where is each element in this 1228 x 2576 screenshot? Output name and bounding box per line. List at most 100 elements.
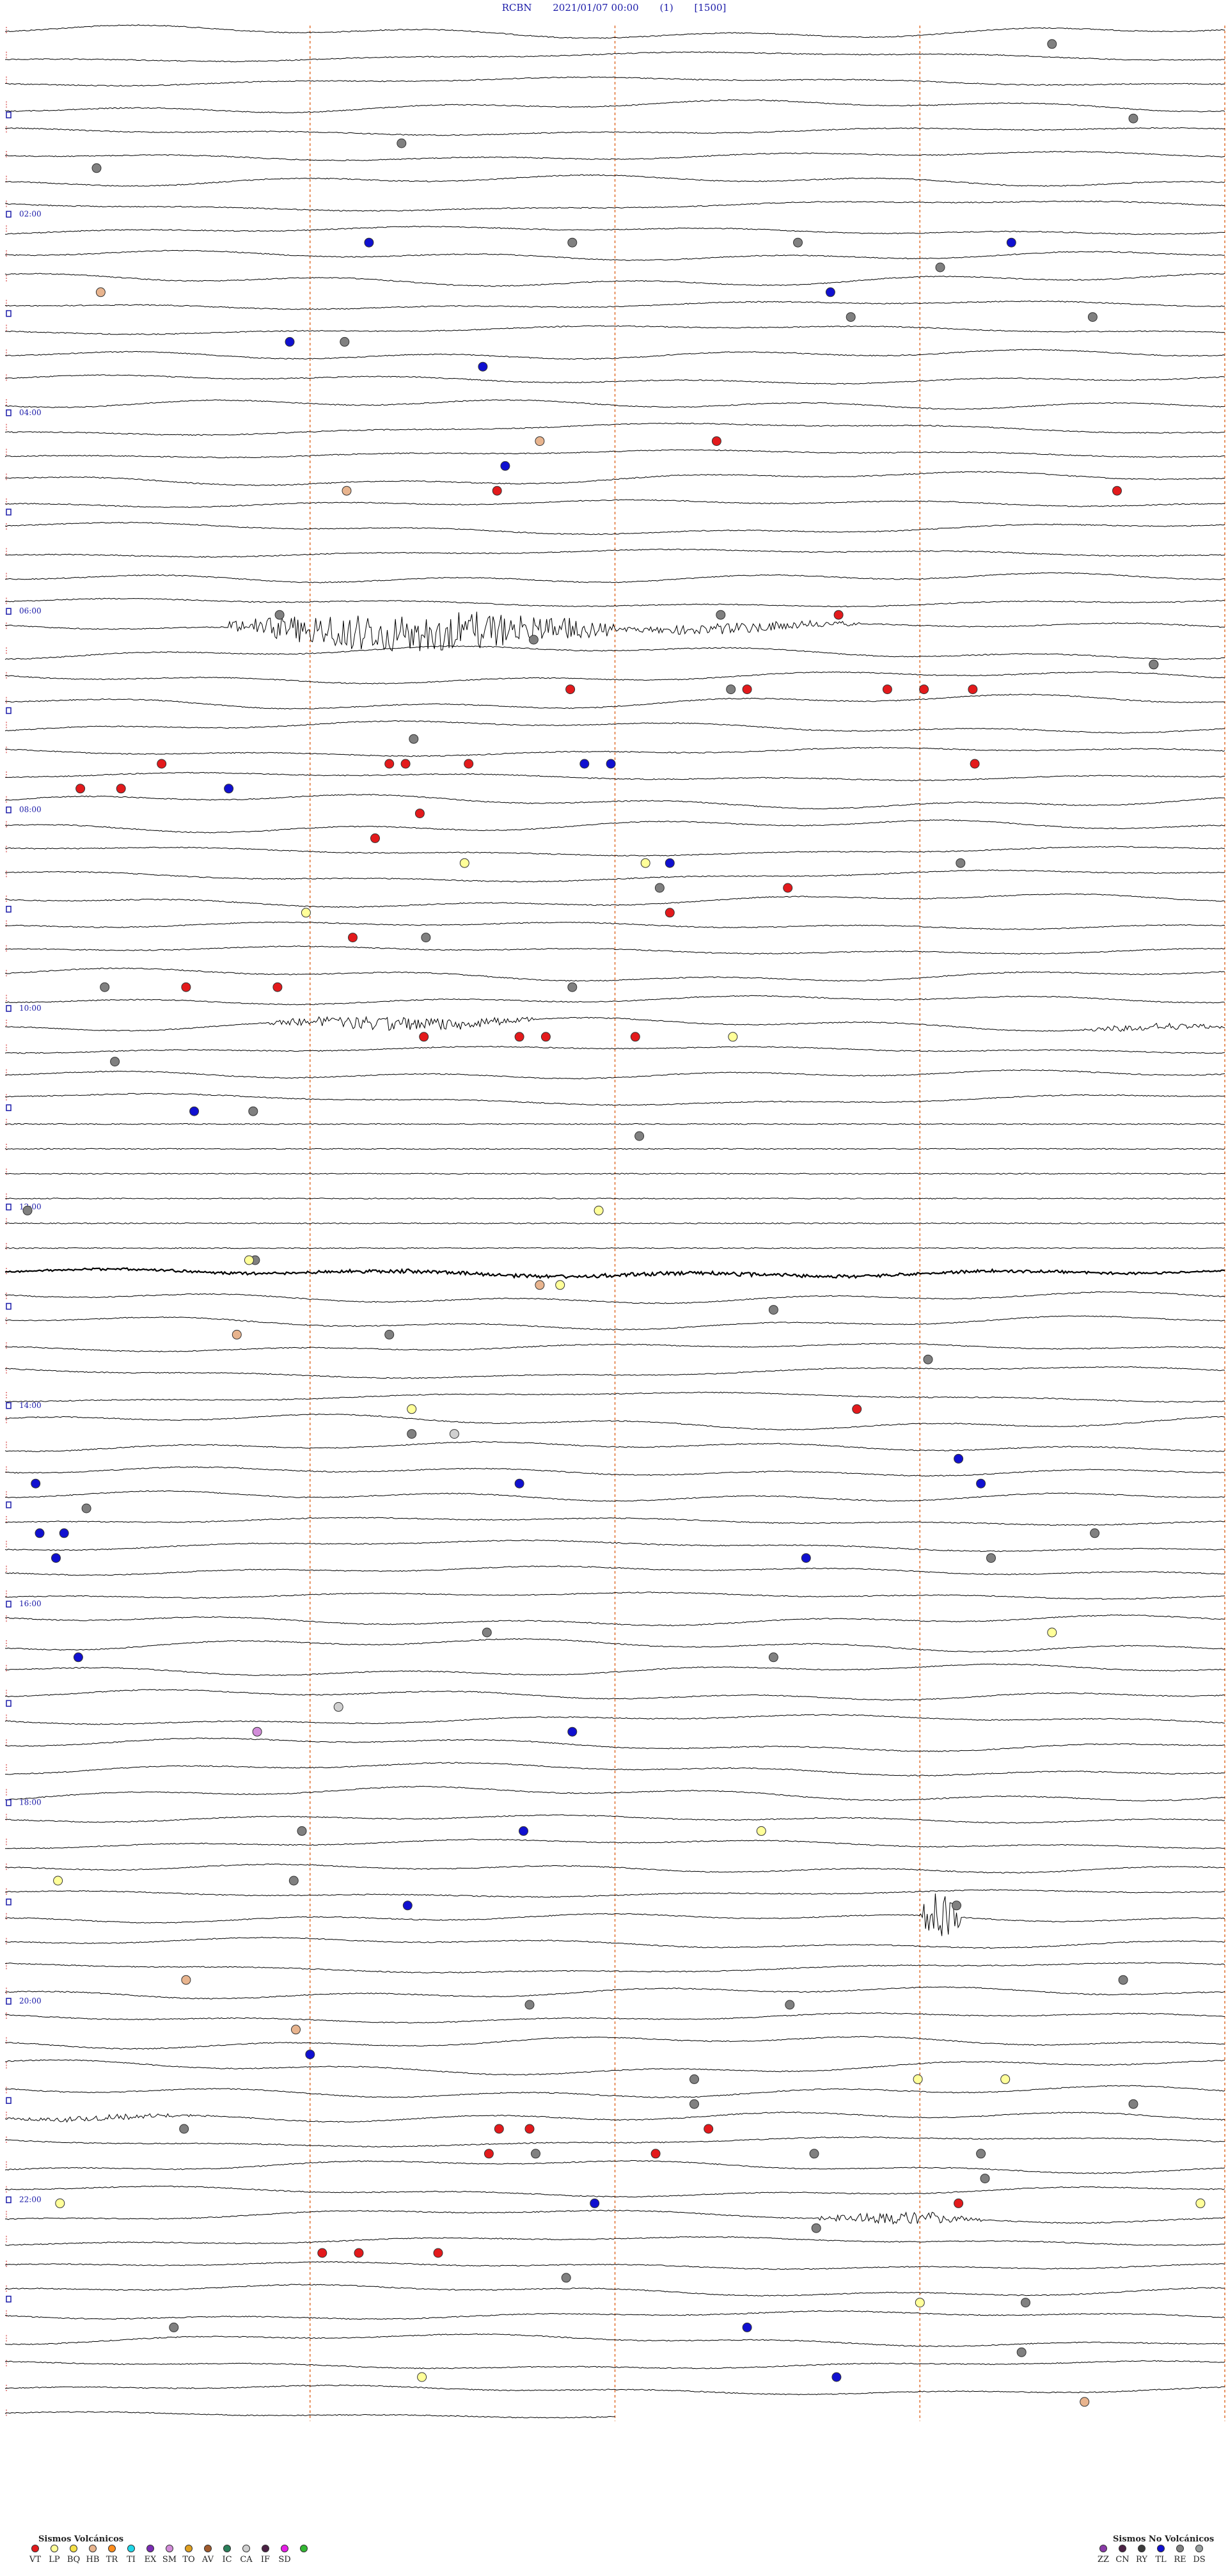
event-marker-hb[interactable]	[342, 486, 352, 496]
event-marker-tl[interactable]	[51, 1553, 61, 1563]
event-marker-re[interactable]	[1149, 660, 1159, 670]
event-marker-vt[interactable]	[484, 2149, 494, 2159]
event-marker-tl[interactable]	[579, 759, 590, 769]
event-marker-vt[interactable]	[1112, 486, 1122, 496]
event-marker-lp[interactable]	[244, 1255, 254, 1265]
event-marker-lp[interactable]	[1195, 2198, 1206, 2208]
event-marker-re[interactable]	[531, 2149, 540, 2159]
event-marker-re[interactable]	[110, 1057, 120, 1067]
event-marker-lp[interactable]	[55, 2198, 65, 2208]
event-marker-re[interactable]	[22, 1205, 33, 1215]
event-marker-vt[interactable]	[494, 2124, 504, 2134]
event-marker-tl[interactable]	[59, 1528, 69, 1538]
event-marker-vt[interactable]	[514, 1032, 524, 1042]
event-marker-re[interactable]	[811, 2223, 821, 2233]
event-marker-lp[interactable]	[407, 1404, 417, 1414]
event-marker-re[interactable]	[297, 1826, 307, 1836]
event-marker-tl[interactable]	[831, 2372, 842, 2382]
event-marker-tl[interactable]	[976, 1478, 986, 1489]
event-marker-re[interactable]	[952, 1900, 961, 1911]
event-marker-vt[interactable]	[317, 2248, 327, 2258]
event-marker-re[interactable]	[1128, 113, 1138, 123]
event-marker-re[interactable]	[935, 262, 945, 273]
event-marker-tl[interactable]	[1006, 237, 1016, 248]
event-marker-vt[interactable]	[630, 1032, 640, 1042]
event-marker-re[interactable]	[986, 1553, 996, 1563]
event-marker-re[interactable]	[524, 2000, 535, 2010]
event-marker-vt[interactable]	[116, 784, 126, 794]
event-marker-re[interactable]	[1090, 1528, 1100, 1538]
event-marker-vt[interactable]	[75, 784, 86, 794]
event-marker-tl[interactable]	[519, 1826, 528, 1836]
event-marker-hb[interactable]	[95, 287, 106, 297]
event-marker-tl[interactable]	[285, 336, 295, 347]
event-marker-re[interactable]	[274, 610, 285, 620]
event-marker-tl[interactable]	[590, 2198, 600, 2208]
event-marker-lp[interactable]	[459, 858, 469, 868]
event-marker-re[interactable]	[169, 2322, 179, 2332]
event-marker-tl[interactable]	[742, 2322, 752, 2332]
event-marker-ca[interactable]	[333, 1702, 343, 1712]
event-marker-re[interactable]	[482, 1627, 492, 1638]
event-marker-vt[interactable]	[540, 1032, 551, 1042]
event-marker-vt[interactable]	[419, 1032, 429, 1042]
event-marker-vt[interactable]	[954, 2198, 964, 2208]
event-marker-lp[interactable]	[555, 1280, 565, 1290]
event-marker-tl[interactable]	[305, 2050, 315, 2060]
event-marker-re[interactable]	[726, 684, 736, 695]
event-marker-lp[interactable]	[640, 858, 650, 868]
event-marker-re[interactable]	[1016, 2347, 1027, 2357]
event-marker-re[interactable]	[384, 1329, 395, 1339]
event-marker-re[interactable]	[785, 2000, 795, 2010]
event-marker-tl[interactable]	[35, 1528, 45, 1538]
event-marker-re[interactable]	[1087, 312, 1098, 322]
event-marker-tl[interactable]	[567, 1727, 578, 1737]
event-marker-lp[interactable]	[1047, 1627, 1057, 1638]
event-marker-re[interactable]	[567, 237, 578, 248]
event-marker-hb[interactable]	[1080, 2397, 1090, 2407]
event-marker-vt[interactable]	[384, 759, 395, 769]
event-marker-tl[interactable]	[31, 1478, 41, 1489]
event-marker-vt[interactable]	[354, 2248, 364, 2258]
event-marker-re[interactable]	[1118, 1975, 1128, 1985]
event-marker-vt[interactable]	[783, 883, 793, 893]
event-marker-re[interactable]	[179, 2124, 189, 2134]
event-marker-lp[interactable]	[728, 1032, 738, 1042]
event-marker-tl[interactable]	[402, 1900, 413, 1911]
event-marker-re[interactable]	[1128, 2099, 1138, 2109]
event-marker-re[interactable]	[768, 1305, 778, 1315]
event-marker-re[interactable]	[689, 2074, 699, 2084]
event-marker-vt[interactable]	[833, 610, 844, 620]
event-marker-tl[interactable]	[364, 237, 374, 248]
event-marker-tl[interactable]	[73, 1652, 83, 1663]
event-marker-vt[interactable]	[464, 759, 474, 769]
event-marker-vt[interactable]	[650, 2149, 661, 2159]
event-marker-lp[interactable]	[301, 908, 311, 918]
event-marker-re[interactable]	[923, 1354, 933, 1364]
event-marker-vt[interactable]	[181, 982, 191, 992]
event-marker-vt[interactable]	[742, 684, 752, 695]
event-marker-re[interactable]	[768, 1652, 778, 1663]
event-marker-vt[interactable]	[665, 908, 675, 918]
event-marker-re[interactable]	[340, 336, 350, 347]
event-marker-vt[interactable]	[400, 759, 411, 769]
event-marker-sm[interactable]	[252, 1727, 262, 1737]
event-marker-vt[interactable]	[711, 436, 721, 446]
event-marker-re[interactable]	[81, 1503, 91, 1513]
event-marker-tl[interactable]	[514, 1478, 524, 1489]
event-marker-re[interactable]	[561, 2273, 571, 2283]
event-marker-lp[interactable]	[417, 2372, 427, 2382]
event-marker-hb[interactable]	[181, 1975, 191, 1985]
event-marker-re[interactable]	[793, 237, 803, 248]
event-marker-re[interactable]	[976, 2149, 986, 2159]
event-marker-re[interactable]	[100, 982, 110, 992]
event-marker-lp[interactable]	[913, 2074, 923, 2084]
event-marker-tl[interactable]	[665, 858, 675, 868]
event-marker-re[interactable]	[407, 1429, 417, 1439]
event-marker-re[interactable]	[846, 312, 856, 322]
event-marker-vt[interactable]	[433, 2248, 443, 2258]
event-marker-re[interactable]	[248, 1106, 258, 1116]
event-marker-re[interactable]	[91, 163, 102, 173]
event-marker-vt[interactable]	[704, 2124, 714, 2134]
event-marker-re[interactable]	[634, 1131, 645, 1141]
